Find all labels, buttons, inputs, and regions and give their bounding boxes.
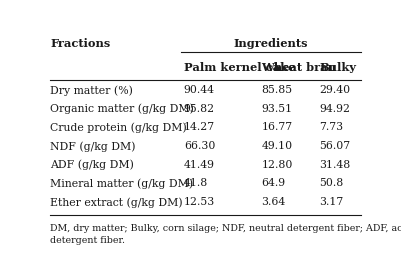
Text: 94.92: 94.92 <box>319 104 350 114</box>
Text: 12.53: 12.53 <box>184 197 215 207</box>
Text: 7.73: 7.73 <box>319 122 343 132</box>
Text: Crude protein (g/kg DM): Crude protein (g/kg DM) <box>50 122 187 133</box>
Text: 3.17: 3.17 <box>319 197 343 207</box>
Text: Bulky: Bulky <box>319 62 356 73</box>
Text: Ether extract (g/kg DM): Ether extract (g/kg DM) <box>50 197 183 207</box>
Text: NDF (g/kg DM): NDF (g/kg DM) <box>50 141 136 152</box>
Text: 64.9: 64.9 <box>261 178 286 188</box>
Text: 41.49: 41.49 <box>184 160 215 170</box>
Text: 56.07: 56.07 <box>319 141 350 151</box>
Text: 16.77: 16.77 <box>261 122 293 132</box>
Text: Mineral matter (g/kg DM): Mineral matter (g/kg DM) <box>50 178 193 189</box>
Text: 3.64: 3.64 <box>261 197 286 207</box>
Text: 14.27: 14.27 <box>184 122 215 132</box>
Text: 49.10: 49.10 <box>261 141 293 151</box>
Text: Fractions: Fractions <box>50 38 110 49</box>
Text: Palm kernel cake: Palm kernel cake <box>184 62 295 73</box>
Text: 95.82: 95.82 <box>184 104 215 114</box>
Text: Dry matter (%): Dry matter (%) <box>50 85 133 96</box>
Text: 12.80: 12.80 <box>261 160 293 170</box>
Text: 50.8: 50.8 <box>319 178 343 188</box>
Text: 93.51: 93.51 <box>261 104 293 114</box>
Text: Wheat bran: Wheat bran <box>261 62 336 73</box>
Text: 66.30: 66.30 <box>184 141 215 151</box>
Text: Organic matter (g/kg DM): Organic matter (g/kg DM) <box>50 104 194 114</box>
Text: 31.48: 31.48 <box>319 160 350 170</box>
Text: 85.85: 85.85 <box>261 85 293 95</box>
Text: DM, dry matter; Bulky, corn silage; NDF, neutral detergent fiber; ADF, acid
dete: DM, dry matter; Bulky, corn silage; NDF,… <box>50 224 401 245</box>
Text: Ingredients: Ingredients <box>233 38 308 49</box>
Text: 90.44: 90.44 <box>184 85 215 95</box>
Text: ADF (g/kg DM): ADF (g/kg DM) <box>50 160 134 170</box>
Text: 29.40: 29.40 <box>319 85 350 95</box>
Text: 41.8: 41.8 <box>184 178 208 188</box>
